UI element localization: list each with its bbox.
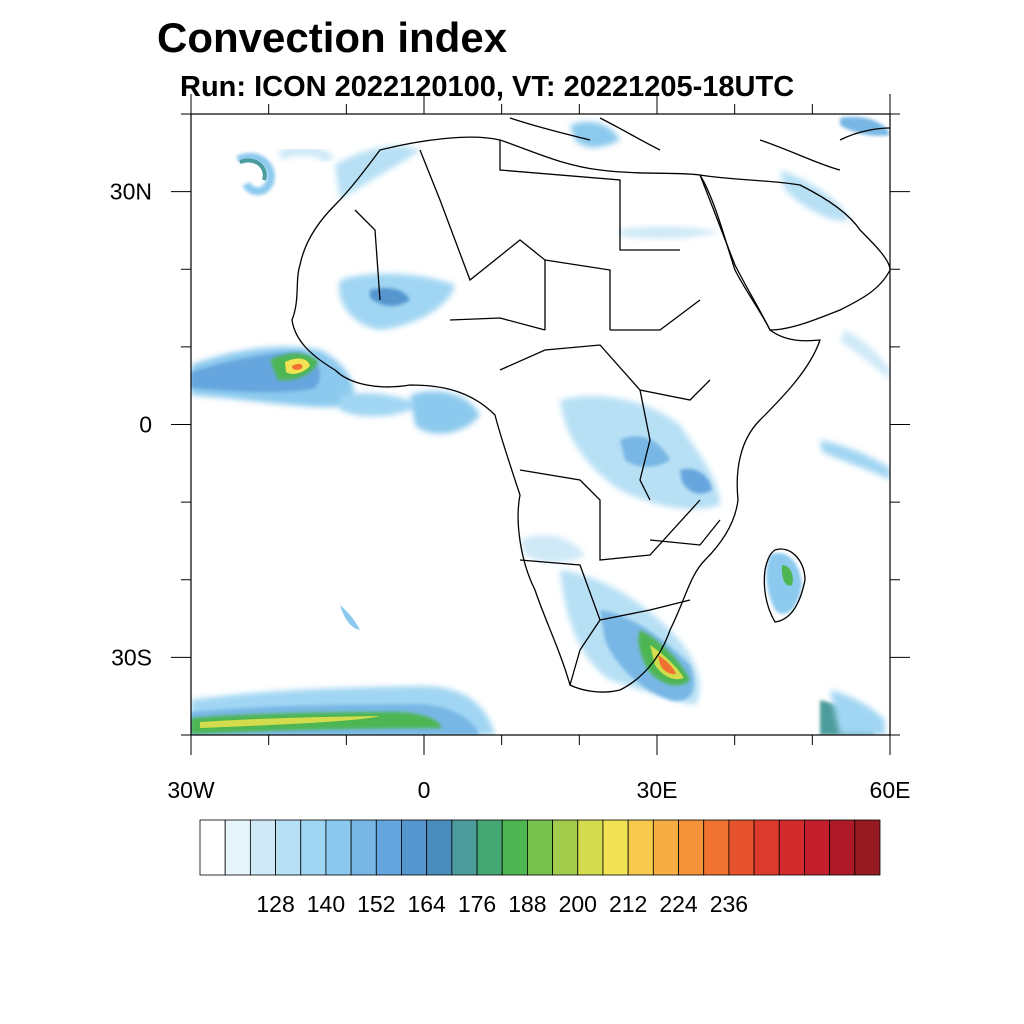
field-north-atlantic-swirl bbox=[236, 145, 334, 196]
colorbar-swatch bbox=[552, 819, 579, 876]
colorbar-swatch bbox=[451, 819, 478, 876]
colorbar-swatch bbox=[854, 819, 881, 876]
colorbar-label: 140 bbox=[307, 891, 345, 917]
colorbar-label: 152 bbox=[357, 891, 395, 917]
colorbar-swatch bbox=[804, 819, 831, 876]
field-indian-ocean bbox=[340, 330, 890, 735]
y-tick-label: 0 bbox=[139, 412, 152, 438]
arabia-coastline bbox=[699, 174, 890, 331]
colorbar-label: 164 bbox=[407, 891, 446, 917]
convection-field bbox=[191, 116, 890, 735]
colorbar-swatch bbox=[778, 819, 805, 876]
colorbar-swatch bbox=[300, 819, 327, 876]
chart-title: Convection index bbox=[157, 14, 508, 61]
x-tick-label: 0 bbox=[418, 777, 431, 803]
chart-subtitle: Run: ICON 2022120100, VT: 20221205-18UTC bbox=[180, 71, 795, 103]
colorbar-swatch bbox=[426, 819, 453, 876]
axis-ticks bbox=[171, 94, 910, 755]
field-madagascar bbox=[766, 553, 802, 614]
y-tick-label: 30N bbox=[110, 179, 152, 205]
x-tick-label: 60E bbox=[870, 777, 911, 803]
colorbar-swatch bbox=[703, 819, 730, 876]
field-guinea-coast bbox=[191, 346, 480, 434]
country-borders bbox=[354, 140, 721, 686]
colorbar-swatch bbox=[829, 819, 856, 876]
colorbar-swatch bbox=[199, 819, 226, 876]
colorbar-swatch bbox=[577, 819, 604, 876]
field-congo-basin bbox=[520, 396, 720, 563]
colorbar-swatch bbox=[275, 819, 302, 876]
colorbar-label: 236 bbox=[710, 891, 748, 917]
colorbar-swatch bbox=[652, 819, 679, 876]
colorbar-swatch bbox=[476, 819, 503, 876]
field-north-africa bbox=[335, 116, 890, 239]
field-southeast-africa bbox=[560, 570, 700, 705]
europe-coastline bbox=[509, 117, 890, 171]
colorbar-swatch bbox=[375, 819, 402, 876]
colorbar-swatch bbox=[678, 819, 705, 876]
colorbar-label: 176 bbox=[458, 891, 496, 917]
colorbar-swatch bbox=[627, 819, 654, 876]
x-tick-label: 30W bbox=[167, 777, 215, 803]
colorbar-swatch bbox=[249, 819, 276, 876]
colorbar-label: 128 bbox=[256, 891, 294, 917]
colorbar-swatch bbox=[401, 819, 428, 876]
colorbar-swatch bbox=[501, 819, 528, 876]
colorbar-swatch bbox=[602, 819, 629, 876]
colorbar-swatch bbox=[728, 819, 755, 876]
madagascar-coastline bbox=[763, 548, 806, 623]
colorbar bbox=[199, 819, 881, 876]
colorbar-label: 224 bbox=[659, 891, 698, 917]
colorbar-label: 212 bbox=[609, 891, 647, 917]
coastlines bbox=[291, 117, 890, 693]
colorbar-swatch bbox=[325, 819, 352, 876]
colorbar-swatch bbox=[350, 819, 377, 876]
colorbar-swatch bbox=[224, 819, 251, 876]
colorbar-swatch bbox=[753, 819, 780, 876]
colorbar-labels: 128 140 152 164 176 188 200 212 224 236 bbox=[256, 891, 748, 917]
colorbar-label: 200 bbox=[559, 891, 597, 917]
field-south-atlantic-band bbox=[191, 686, 495, 735]
colorbar-label: 188 bbox=[508, 891, 546, 917]
x-tick-label: 30E bbox=[637, 777, 678, 803]
axis-tick-labels: 30W 0 30E 60E 30N 0 30S bbox=[110, 179, 911, 803]
colorbar-swatch bbox=[527, 819, 553, 876]
map-background bbox=[191, 114, 890, 735]
y-tick-label: 30S bbox=[111, 644, 152, 670]
